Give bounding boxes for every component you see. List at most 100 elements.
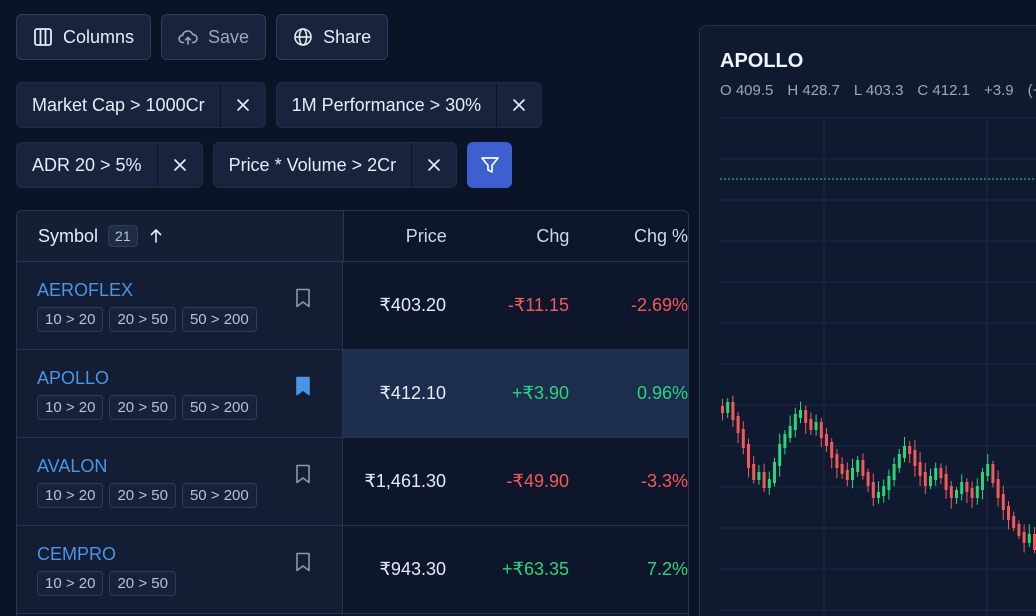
candle-body <box>752 464 756 480</box>
candle-body <box>819 422 823 438</box>
share-button[interactable]: Share <box>276 14 389 60</box>
bookmark-icon[interactable] <box>295 288 311 308</box>
chg-pct-column-header[interactable]: Chg % <box>633 225 689 246</box>
candle-body <box>986 464 990 476</box>
ma-tag: 50 > 200 <box>181 483 257 508</box>
candle-body <box>851 468 854 480</box>
symbol-cell: CEMPRO 10 > 20 20 > 50 <box>17 526 343 613</box>
symbol-cell: AVALON 10 > 20 20 > 50 50 > 200 <box>17 438 343 525</box>
chg-pct-cell: -2.69% <box>630 295 688 315</box>
chg-pct-cell: 0.96% <box>636 383 688 403</box>
candle-body <box>814 422 818 430</box>
candle-body <box>1012 516 1016 528</box>
candle-body <box>965 482 969 492</box>
candle-body <box>871 482 875 498</box>
filter-chip-label[interactable]: ADR 20 > 5% <box>32 154 142 175</box>
table-row[interactable]: AVALON 10 > 20 20 > 50 50 > 200 ₹1,461.3… <box>17 438 688 526</box>
candle-body <box>1017 524 1021 536</box>
filter-chip-label[interactable]: Market Cap > 1000Cr <box>32 94 205 115</box>
symbol-cell: AEROFLEX 10 > 20 20 > 50 50 > 200 <box>17 262 343 349</box>
remove-filter-button[interactable] <box>156 143 202 187</box>
candle-body <box>726 402 730 413</box>
bookmark-filled-icon[interactable] <box>295 376 311 396</box>
sort-ascending-icon[interactable] <box>148 228 164 244</box>
chart-panel: APOLLO O 409.5 H 428.7 L 403.3 C 412.1 +… <box>699 25 1036 616</box>
candle-body <box>944 474 948 490</box>
ma-tag: 50 > 200 <box>181 307 257 332</box>
filter-chip-label[interactable]: 1M Performance > 30% <box>291 94 482 115</box>
candle-body <box>981 472 984 490</box>
change-pct-value: (+0 <box>1027 82 1036 99</box>
ma-tag: 20 > 50 <box>109 395 176 420</box>
candle-body <box>991 464 995 483</box>
candle-body <box>882 486 886 496</box>
columns-button[interactable]: Columns <box>16 14 152 60</box>
chg-cell: -₹11.15 <box>507 295 569 315</box>
bookmark-icon[interactable] <box>295 552 311 572</box>
candle-body <box>830 442 834 458</box>
filter-row-2: ADR 20 > 5% Price * Volume > 2Cr <box>16 142 513 188</box>
table-row[interactable]: CEMPRO 10 > 20 20 > 50 ₹943.30 +₹63.35 7… <box>17 526 688 614</box>
ma-tag: 10 > 20 <box>37 395 104 420</box>
filter-chip: 1M Performance > 30% <box>275 82 543 128</box>
chg-pct-cell: 7.2% <box>646 559 688 579</box>
candle-body <box>767 479 771 488</box>
candle-body <box>897 454 901 468</box>
candle-body <box>731 402 735 420</box>
ma-tag: 20 > 50 <box>109 483 176 508</box>
remove-filter-button[interactable] <box>496 83 541 127</box>
candle-body <box>747 444 750 468</box>
candle-body <box>903 446 906 458</box>
columns-icon <box>34 28 52 46</box>
candle-body <box>939 468 943 478</box>
candle-body <box>923 472 927 486</box>
chg-column-header[interactable]: Chg <box>536 225 570 246</box>
remove-filter-button[interactable] <box>411 143 456 187</box>
symbol-link[interactable]: APOLLO <box>37 368 110 388</box>
result-count-badge: 21 <box>108 225 138 247</box>
candle-body <box>908 446 912 454</box>
symbol-header-label: Symbol <box>38 225 99 246</box>
symbol-link[interactable]: AVALON <box>37 456 108 476</box>
table-row[interactable]: APOLLO 10 > 20 20 > 50 50 > 200 ₹412.10 … <box>17 350 688 438</box>
close-icon <box>236 99 249 111</box>
filter-chip: ADR 20 > 5% <box>16 142 203 188</box>
candle-body <box>773 462 776 483</box>
chart-title: APOLLO <box>720 50 804 72</box>
candle-body <box>804 410 808 423</box>
symbol-link[interactable]: CEMPRO <box>37 544 117 564</box>
filter-chip-label[interactable]: Price * Volume > 2Cr <box>228 154 397 175</box>
symbol-column-header[interactable]: Symbol 21 <box>17 211 345 261</box>
candle-body <box>934 468 938 480</box>
ma-tag: 20 > 50 <box>109 307 176 332</box>
ma-tag: 10 > 20 <box>37 571 104 596</box>
candle-body <box>757 472 761 480</box>
bookmark-icon[interactable] <box>295 464 311 484</box>
candle-body <box>793 414 797 430</box>
symbol-link[interactable]: AEROFLEX <box>37 280 134 300</box>
candle-body <box>799 410 802 418</box>
candlestick-chart[interactable] <box>700 26 1036 616</box>
globe-icon <box>294 28 312 46</box>
price-column-header[interactable]: Price <box>405 225 447 246</box>
columns-label: Columns <box>63 26 135 47</box>
table-row[interactable]: AEROFLEX 10 > 20 20 > 50 50 > 200 ₹403.2… <box>17 262 688 350</box>
save-button[interactable]: Save <box>161 14 267 60</box>
close-icon <box>428 159 440 171</box>
filter-chip: Market Cap > 1000Cr <box>16 82 266 128</box>
candle-body <box>783 434 787 448</box>
remove-filter-button[interactable] <box>219 83 265 127</box>
close-value: C 412.1 <box>917 82 970 99</box>
candle-body <box>929 476 932 486</box>
filter-button[interactable] <box>467 142 513 188</box>
candle-body <box>778 444 782 466</box>
candle-body <box>1007 506 1010 520</box>
row-values: ₹412.10 +₹3.90 0.96% <box>343 350 688 437</box>
candle-body <box>809 419 813 430</box>
close-icon <box>513 99 526 111</box>
low-value: L 403.3 <box>853 82 904 99</box>
table-header: Symbol 21 Price Chg Chg % <box>17 211 688 262</box>
candle-body <box>721 406 724 413</box>
candle-body <box>845 470 849 480</box>
price-cell: ₹412.10 <box>379 383 446 403</box>
